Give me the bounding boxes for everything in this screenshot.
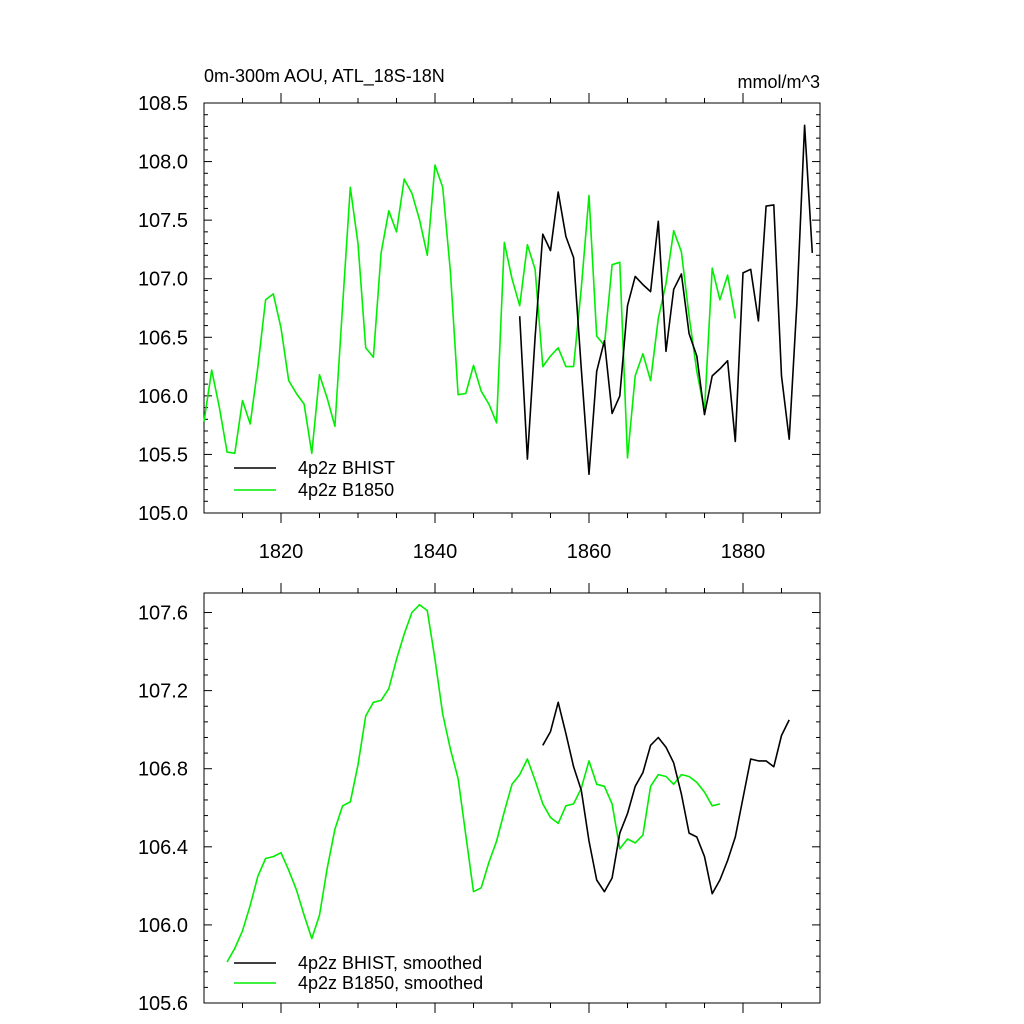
legend-label: 4p2z BHIST, smoothed	[298, 953, 482, 973]
y-tick-label: 108.0	[138, 152, 188, 174]
y-tick-label: 106.5	[138, 327, 188, 349]
x-tick-label: 1840	[413, 541, 458, 563]
top-panel: 105.0 105.5 106.0 106.5 107.0 107.5 108.0 108.5…	[138, 93, 821, 563]
y-tick-label: 107.2	[138, 681, 188, 703]
y-tick-label: 105.0	[138, 503, 188, 525]
y-tick-label: 106.0	[138, 386, 188, 408]
x-tick-label: 1820	[259, 541, 304, 563]
chart-title: 0m-300m AOU, ATL_18S-18N	[204, 66, 445, 87]
y-tick-label: 105.5	[138, 444, 188, 466]
y-tick-label: 106.0	[138, 915, 188, 937]
series-line-bhist	[542, 701, 790, 895]
series-line-b1850	[203, 164, 737, 459]
chart-units: mmol/m^3	[738, 72, 820, 92]
y-tick-label: 107.5	[138, 210, 188, 232]
y-tick-label: 105.6	[138, 993, 188, 1015]
x-tick-label: 1880	[721, 541, 766, 563]
series-line-bhist	[518, 124, 814, 476]
y-tick-label: 107.0	[138, 269, 188, 291]
series-line-b1850	[226, 603, 721, 963]
plot-frame	[203, 592, 821, 1004]
x-tick-label: 1860	[567, 541, 612, 563]
bottom-panel: 105.6 106.0 106.4 106.8 107.2 107.6 4p2z BHIST…	[138, 583, 821, 1015]
legend-label: 4p2z B1850	[298, 480, 394, 500]
y-tick-label: 106.4	[138, 837, 188, 859]
plot-frame	[203, 102, 821, 514]
y-tick-label: 108.5	[138, 93, 188, 115]
y-tick-label: 107.6	[138, 603, 188, 625]
legend-label: 4p2z BHIST	[298, 458, 395, 478]
legend-label: 4p2z B1850, smoothed	[298, 973, 483, 993]
y-tick-label: 106.8	[138, 759, 188, 781]
